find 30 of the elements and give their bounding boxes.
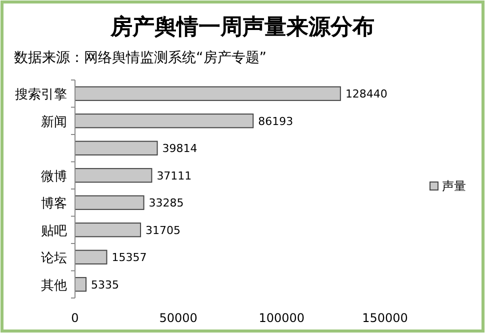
data-label: 33285 <box>148 196 184 210</box>
data-label: 128440 <box>345 88 388 101</box>
bar <box>74 86 341 101</box>
chart-title: 房产舆情一周声量来源分布 <box>110 14 374 40</box>
data-label: 15357 <box>112 251 147 264</box>
bar <box>74 250 108 264</box>
chart-subtitle: 数据来源：网络舆情监测系统“房产专题” <box>14 50 267 66</box>
data-label: 37111 <box>156 169 192 182</box>
x-tick-label: 100000 <box>258 311 305 325</box>
bar <box>74 140 158 156</box>
bar <box>74 195 144 210</box>
bar <box>74 168 152 183</box>
x-tick-label: 150000 <box>362 311 408 325</box>
y-tick-label: 论坛 <box>41 251 67 266</box>
y-tick-label: 新闻 <box>41 114 67 130</box>
y-tick-label: 搜索引擎 <box>15 88 67 103</box>
y-tick-label: 其他 <box>41 278 67 294</box>
x-tick-label: 50000 <box>159 311 198 325</box>
data-label: 39814 <box>162 142 198 156</box>
data-label: 86193 <box>258 114 294 128</box>
bar <box>74 277 87 292</box>
x-tick-label: 0 <box>71 311 79 325</box>
bar <box>74 222 142 238</box>
data-label: 5335 <box>91 278 120 292</box>
y-tick-label: 贴吧 <box>41 224 67 239</box>
data-label: 31705 <box>146 224 181 237</box>
bar <box>74 114 254 128</box>
y-tick-label: 微博 <box>41 169 67 184</box>
legend-label: 声量 <box>442 179 466 193</box>
y-tick-label: 博客 <box>41 196 67 212</box>
